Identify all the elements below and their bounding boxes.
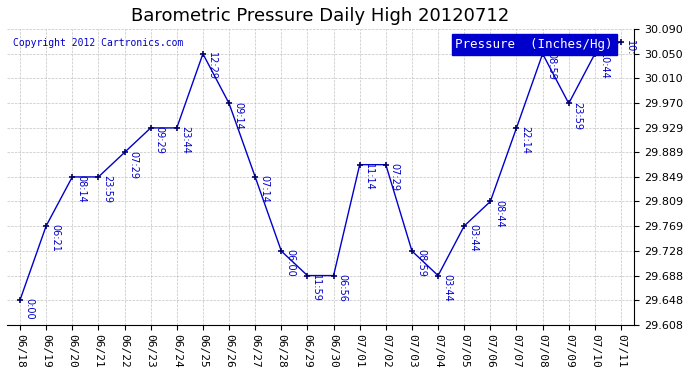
Text: 0:00: 0:00 <box>24 298 34 320</box>
Text: 09:14: 09:14 <box>233 102 243 129</box>
Text: 23:59: 23:59 <box>102 175 112 203</box>
Text: 09:29: 09:29 <box>155 126 165 154</box>
Text: 23:44: 23:44 <box>181 126 190 154</box>
Text: 22:14: 22:14 <box>520 126 531 154</box>
Text: Copyright 2012 Cartronics.com: Copyright 2012 Cartronics.com <box>13 38 184 48</box>
Text: 06:56: 06:56 <box>337 274 348 302</box>
Text: Pressure  (Inches/Hg): Pressure (Inches/Hg) <box>455 38 613 51</box>
Text: 12:29: 12:29 <box>207 52 217 80</box>
Text: 03:44: 03:44 <box>442 274 452 302</box>
Text: 07:29: 07:29 <box>390 163 400 191</box>
Title: Barometric Pressure Daily High 20120712: Barometric Pressure Daily High 20120712 <box>131 7 510 25</box>
Text: 07:14: 07:14 <box>259 175 269 203</box>
Text: 11:59: 11:59 <box>311 274 322 302</box>
Text: 08:14: 08:14 <box>76 175 86 203</box>
Text: 06:00: 06:00 <box>285 249 295 277</box>
Text: 06:21: 06:21 <box>50 224 60 252</box>
Text: 11:14: 11:14 <box>364 163 373 190</box>
Text: 03:44: 03:44 <box>468 224 478 252</box>
Text: 08:59: 08:59 <box>416 249 426 277</box>
Text: 08:44: 08:44 <box>494 200 504 227</box>
Text: 08:59: 08:59 <box>546 52 557 80</box>
Text: 23:59: 23:59 <box>573 102 582 130</box>
Text: 07:29: 07:29 <box>128 151 139 178</box>
Text: 10:44: 10:44 <box>599 52 609 80</box>
Text: 10:: 10: <box>625 40 635 55</box>
